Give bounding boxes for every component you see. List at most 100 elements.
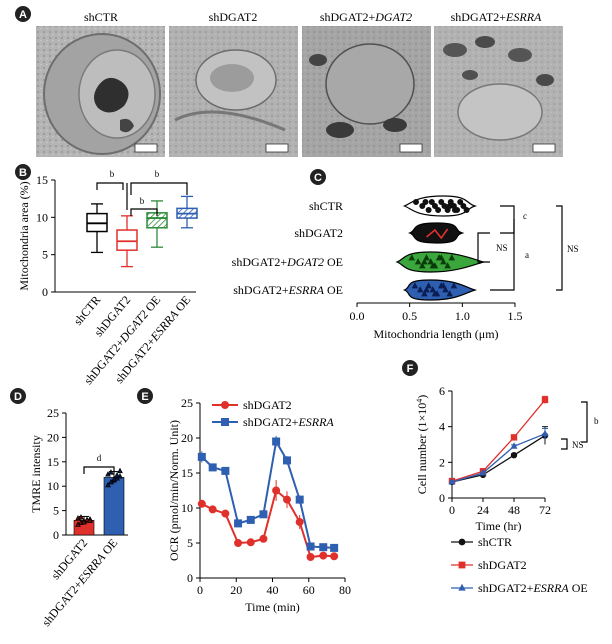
legend-label: shCTR — [478, 535, 512, 549]
y-tick-label: 5 — [53, 504, 59, 518]
series-point — [259, 510, 268, 519]
y-tick-label: 20 — [181, 431, 193, 445]
series-point — [259, 534, 268, 543]
y-tick-label: 10 — [47, 479, 59, 493]
violin-point — [446, 202, 453, 209]
series-point — [234, 539, 243, 548]
legend-marker — [220, 417, 229, 426]
sig-bracket-dgat2-dgat2oe — [130, 208, 158, 216]
violin-point — [416, 286, 424, 293]
y-tick-label: 4 — [439, 420, 445, 434]
sig-label: NS — [496, 243, 508, 253]
x-axis-title: Time (min) — [245, 600, 300, 614]
panel-e: E 0 5 10 15 20 25 0 20 40 60 80 Time (min) OCR (pmol… — [137, 388, 351, 614]
series-point — [234, 519, 243, 528]
violin-point — [444, 262, 451, 269]
violin-point — [438, 254, 445, 261]
sig-label: NS — [567, 244, 579, 254]
sig-label: b — [140, 196, 145, 206]
legend-marker — [458, 583, 466, 591]
x-tick-label: 40 — [267, 583, 279, 597]
y-tick-label: 10 — [36, 210, 48, 224]
em-label-shdgat2-dgat2: shDGAT2+DGAT2 — [320, 10, 412, 24]
violin-point — [428, 198, 435, 205]
y-axis-title: Mitochondria area (%) — [17, 181, 31, 290]
em-image-shdgat2 — [169, 26, 298, 157]
series-point — [208, 505, 217, 514]
violin-point — [425, 225, 432, 232]
series-line — [451, 435, 546, 483]
data-point — [117, 467, 123, 474]
series-point — [208, 463, 217, 472]
panel-letter-c: C — [310, 169, 326, 185]
violin-point — [429, 262, 437, 269]
box — [116, 229, 138, 251]
violin-point — [429, 286, 437, 293]
em-image-shdgat2-esrra — [434, 26, 563, 157]
violin-point — [408, 254, 416, 261]
panel-a: A shCTR shDGAT2 shDGAT2+DGAT2 shDGAT2+ES… — [15, 6, 563, 157]
violin-point — [427, 258, 434, 265]
violin-point — [422, 198, 429, 205]
em-label-shctr: shCTR — [84, 10, 118, 24]
series-point — [221, 509, 230, 518]
x-tick-label: 0.0 — [350, 309, 365, 323]
sig-bracket-dgat2-esrra — [490, 219, 515, 291]
series-point — [282, 456, 291, 465]
y-tick-label: 15 — [181, 466, 193, 480]
svg-text:E: E — [141, 391, 148, 403]
violin-point — [423, 286, 430, 293]
series-point — [541, 396, 549, 404]
violin-point — [421, 290, 428, 297]
series-line — [451, 433, 546, 483]
violin-point — [435, 206, 442, 213]
chart-c-mitochondria-length: 0.0 0.5 1.0 1.5 Mitochondria length (μm) shCT… — [232, 195, 579, 341]
em-image-shctr — [36, 26, 165, 157]
series-point — [330, 543, 339, 552]
legend-label: shDGAT2 — [243, 398, 292, 412]
y-category-label: shDGAT2+ESRRA OE — [233, 283, 343, 297]
violin-point — [448, 233, 455, 240]
panel-c: C 0.0 0.5 1.0 1.5 Mitochondria length (μm) sh… — [232, 169, 579, 341]
x-tick-label: 60 — [303, 583, 315, 597]
svg-text:D: D — [14, 391, 22, 403]
em-label-shdgat2-esrra: shDGAT2+ESRRA — [451, 10, 542, 24]
series-point — [272, 486, 281, 495]
legend-label: shDGAT2+ESRRA OE — [478, 581, 588, 595]
x-axis-title: Mitochondria length (μm) — [373, 327, 498, 341]
violin-point — [445, 229, 452, 236]
series-point — [246, 515, 255, 524]
x-tick-label: 24 — [477, 503, 489, 517]
sig-label: d — [97, 453, 102, 463]
data-point — [114, 472, 120, 478]
series-point — [246, 538, 255, 547]
y-category-label: shDGAT2 — [294, 226, 343, 240]
y-tick-label: 6 — [439, 384, 445, 398]
y-category-label: shCTR — [309, 199, 343, 213]
violin-point — [431, 290, 439, 297]
series-point — [221, 466, 230, 475]
y-tick-label: 25 — [181, 396, 193, 410]
data-point — [87, 517, 93, 523]
violin-point — [415, 225, 422, 232]
sig-bracket-ctr-dgat2 — [500, 205, 515, 234]
violin-point — [442, 286, 449, 293]
sig-label: NS — [572, 440, 584, 450]
panel-letter-b: B — [15, 164, 31, 180]
violin-point — [450, 282, 458, 289]
svg-text:A: A — [19, 9, 27, 21]
panel-letter-f: F — [402, 360, 418, 376]
violin-point — [421, 258, 428, 265]
violin-point — [438, 198, 445, 205]
violin-point — [425, 206, 432, 213]
violin-point — [412, 198, 419, 205]
sig-label: c — [523, 211, 527, 221]
sig-bracket — [83, 466, 115, 474]
x-tick-label: 20 — [230, 583, 242, 597]
legend-label: shDGAT2+ESRRA — [243, 415, 334, 429]
y-axis-title: OCR (pmol/min/Norm. Unit) — [167, 420, 181, 561]
